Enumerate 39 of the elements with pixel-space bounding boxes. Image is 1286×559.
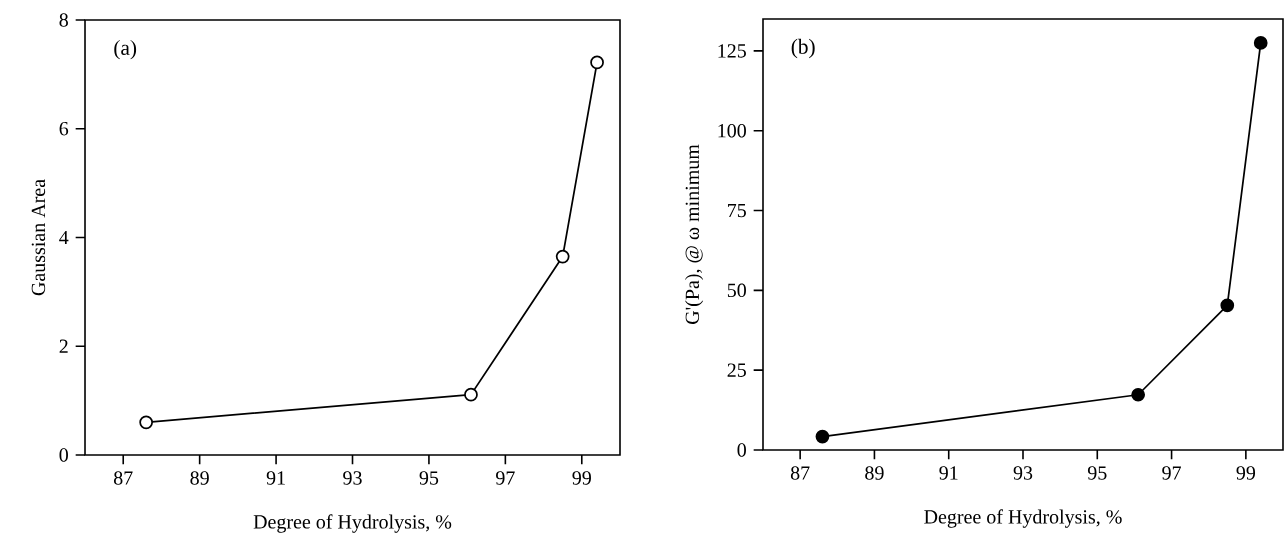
point [139, 415, 154, 430]
x-tick-label: 91 [939, 466, 958, 480]
point [590, 55, 604, 70]
y-tick-label: 4 [59, 230, 69, 245]
point [1131, 387, 1146, 402]
x-tick-label: 95 [419, 471, 439, 485]
y-axis-title: Gaussian Area [31, 179, 46, 296]
annotation: (a) [114, 39, 137, 60]
y-tick-label: 100 [718, 123, 746, 138]
x-tick-label: 87 [113, 471, 133, 485]
y-axis-title: G'(Pa), @ ω minimum [685, 144, 704, 325]
annotation: (b) [791, 38, 815, 59]
y-tick-label: 125 [718, 44, 746, 58]
y-tick-label: 50 [727, 283, 746, 298]
y-tick-label: 75 [728, 203, 746, 218]
y-tick-label: 2 [59, 339, 68, 353]
x-tick-label: 99 [572, 471, 591, 485]
x-tick-label: 87 [790, 466, 810, 480]
x-tick-label: 93 [1013, 466, 1033, 480]
x-tick-label: 97 [496, 471, 515, 485]
y-tick-label: 6 [59, 122, 69, 136]
x-tick-label: 99 [1236, 466, 1256, 480]
point [1253, 36, 1268, 50]
point [464, 387, 478, 402]
x-tick-label: 89 [865, 466, 884, 480]
x-axis-title: Degree of Hydrolysis, % [253, 514, 452, 533]
x-axis-title: Degree of Hydrolysis, % [924, 509, 1122, 528]
y-tick-label: 8 [59, 13, 68, 27]
x-tick-label: 91 [266, 471, 285, 485]
point [1220, 298, 1235, 313]
x-tick-label: 97 [1162, 466, 1181, 480]
y-tick-label: 25 [727, 363, 746, 377]
y-tick-label: 0 [737, 443, 746, 457]
point [815, 429, 830, 444]
y-tick-label: 0 [59, 448, 68, 462]
x-tick-label: 89 [190, 471, 209, 485]
point [555, 249, 570, 264]
x-tick-label: 95 [1087, 466, 1107, 480]
x-tick-label: 93 [343, 471, 362, 485]
